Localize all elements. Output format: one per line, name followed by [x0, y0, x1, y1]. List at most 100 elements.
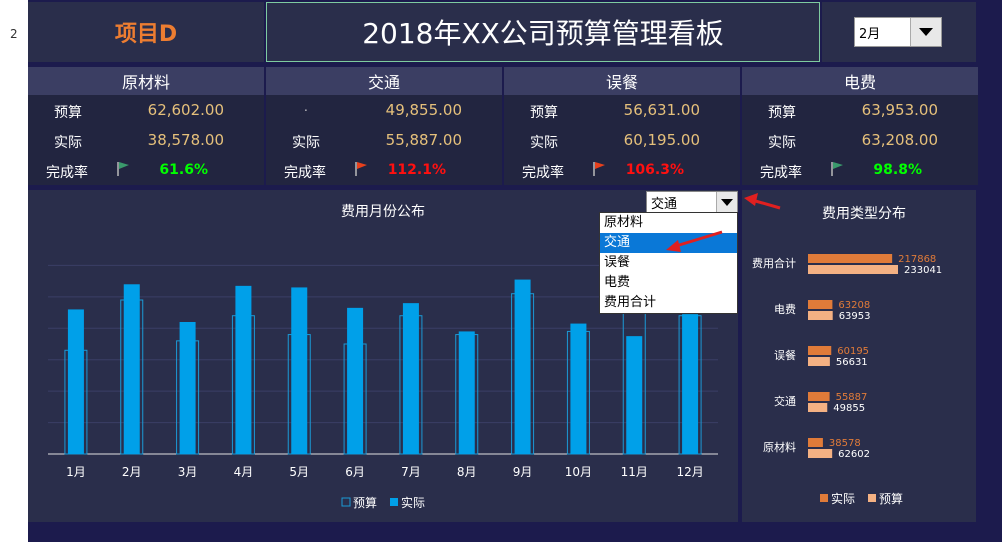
actual-bar [67, 309, 84, 454]
chart-title: 费用月份公布 [341, 204, 425, 220]
actual-value: 55,887.00 [385, 131, 462, 149]
actual-row: 实际 55,887.00 [266, 125, 502, 155]
chevron-down-icon [919, 28, 933, 36]
kpi-card: 电费 预算 63,953.00 实际 63,208.00 完成率 98.8% [742, 67, 978, 185]
legend-label: 实际 [831, 491, 855, 506]
dropdown-option[interactable]: 原材料 [604, 215, 644, 230]
actual-bar [402, 303, 419, 454]
actual-bar [808, 438, 823, 447]
actual-bar [682, 314, 699, 454]
dropdown-option[interactable]: 电费 [604, 275, 631, 290]
actual-bar [235, 285, 252, 454]
data-label: 49855 [833, 403, 865, 414]
actual-label: 实际 [54, 135, 82, 151]
budget-row: 预算 63,953.00 [742, 95, 978, 125]
x-tick-label: 10月 [565, 465, 592, 479]
budget-row: 预算 62,602.00 [28, 95, 264, 125]
x-tick-label: 3月 [178, 465, 198, 479]
rate-row: 完成率 61.6% [28, 155, 264, 185]
legend-label: 预算 [879, 491, 903, 506]
rate-row: 完成率 106.3% [504, 155, 740, 185]
category-dropdown-button[interactable] [716, 192, 737, 212]
actual-bar [808, 254, 893, 263]
kpi-card: 交通. 49,855.00 实际 55,887.00 完成率 112.1% [266, 67, 502, 185]
actual-label: 实际 [530, 135, 558, 151]
category-dropdown[interactable]: 交通 [646, 191, 738, 213]
rate-label: 完成率 [522, 165, 564, 181]
legend-label: 实际 [401, 495, 425, 510]
budget-value: 49,855.00 [385, 101, 462, 119]
actual-value: 38,578.00 [147, 131, 224, 149]
x-tick-label: 12月 [676, 465, 703, 479]
flag-icon [831, 162, 843, 176]
actual-bar [179, 322, 196, 454]
flag-icon [117, 162, 129, 176]
kpi-card: 原材料 预算 62,602.00 实际 38,578.00 完成率 61.6% [28, 67, 264, 185]
data-label: 60195 [837, 346, 869, 357]
project-label: 项目D [28, 2, 264, 62]
actual-row: 实际 63,208.00 [742, 125, 978, 155]
budget-label: . [304, 100, 308, 114]
budget-value: 62,602.00 [147, 101, 224, 119]
dashboard-title[interactable]: 2018年XX公司预算管理看板 [266, 2, 820, 62]
budget-value: 56,631.00 [623, 101, 700, 119]
month-dropdown-button[interactable] [910, 18, 941, 46]
actual-bar [808, 392, 830, 401]
actual-bar [123, 284, 140, 454]
x-tick-label: 7月 [401, 465, 421, 479]
chart-title: 费用类型分布 [822, 206, 906, 222]
flag-icon [593, 162, 605, 176]
category-label: 电费 [774, 303, 796, 316]
legend-swatch [341, 497, 351, 507]
actual-value: 60,195.00 [623, 131, 700, 149]
month-dropdown[interactable]: 2月 [854, 17, 942, 47]
row-number: 2 [10, 27, 18, 41]
dropdown-option[interactable]: 误餐 [604, 255, 631, 270]
budget-row: 预算 56,631.00 [504, 95, 740, 125]
card-title: 原材料 [28, 67, 264, 95]
actual-label: 实际 [768, 135, 796, 151]
rate-value: 98.8% [873, 162, 922, 178]
budget-label: 预算 [530, 105, 558, 121]
rate-label: 完成率 [284, 165, 326, 181]
type-chart-panel: 费用类型分布 费用合计 217868 233041 电费 63208 63953 误餐 6019… [742, 190, 976, 522]
budget-value: 63,953.00 [861, 101, 938, 119]
budget-label: 预算 [768, 105, 796, 121]
budget-row: . 49,855.00 [266, 95, 502, 125]
actual-value: 63,208.00 [861, 131, 938, 149]
actual-bar [291, 287, 308, 454]
dropdown-option[interactable]: 费用合计 [604, 295, 657, 310]
actual-bar [347, 307, 364, 454]
legend-swatch [820, 494, 828, 502]
flag-icon [355, 162, 367, 176]
category-label: 原材料 [763, 440, 796, 454]
card-title: 电费 [742, 67, 978, 95]
data-label: 63208 [838, 300, 870, 311]
budget-bar [808, 311, 833, 320]
actual-bar [570, 323, 587, 454]
rate-value: 61.6% [159, 162, 208, 178]
budget-bar [808, 265, 898, 274]
data-label: 38578 [829, 438, 861, 449]
x-tick-label: 5月 [289, 465, 309, 479]
x-tick-label: 6月 [345, 465, 365, 479]
actual-label: 实际 [292, 135, 320, 151]
dropdown-option[interactable]: 交通 [600, 233, 737, 253]
actual-bar [808, 300, 833, 309]
sheet-margin [0, 0, 28, 542]
category-dropdown-list: 原材料交通误餐电费费用合计 [599, 212, 738, 314]
legend-swatch [390, 498, 398, 506]
data-label: 233041 [904, 265, 942, 276]
rate-label: 完成率 [46, 165, 88, 181]
chevron-down-icon [721, 198, 733, 206]
card-title: 误餐 [504, 67, 740, 95]
budget-bar [808, 449, 833, 458]
budget-bar [808, 357, 830, 366]
category-label: 误餐 [774, 348, 796, 362]
actual-bar [514, 279, 531, 454]
category-dropdown-value: 交通 [651, 196, 678, 212]
rate-row: 完成率 112.1% [266, 155, 502, 185]
category-label: 费用合计 [752, 256, 796, 270]
